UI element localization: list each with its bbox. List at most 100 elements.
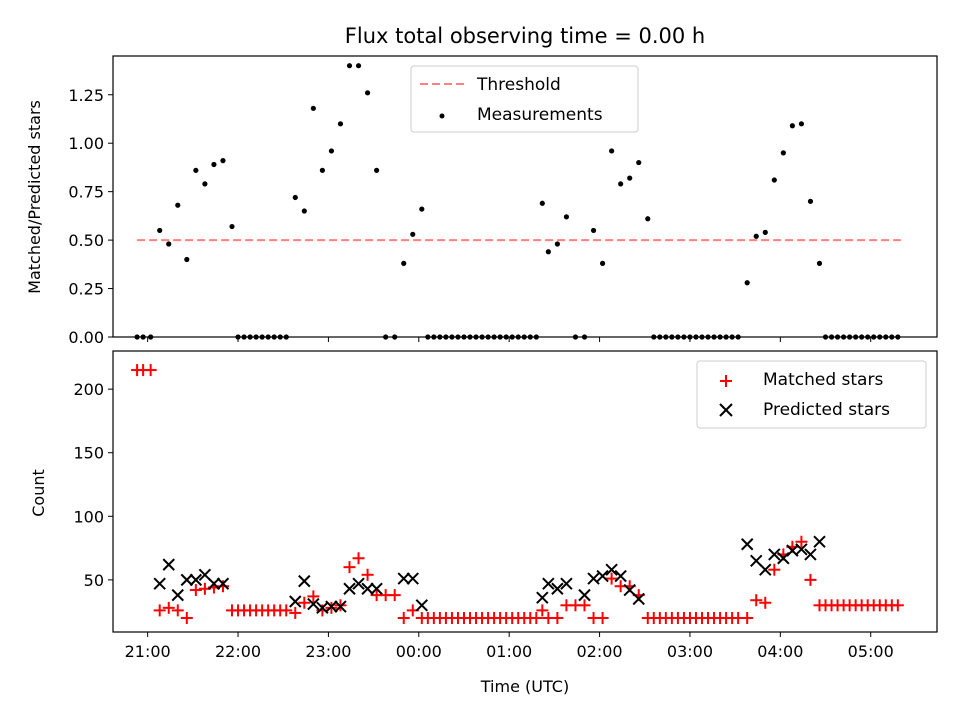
measurement-point xyxy=(292,194,298,201)
measurement-point xyxy=(383,334,389,340)
measurement-point xyxy=(283,334,289,340)
predicted-star-point xyxy=(415,599,429,612)
predicted-star-point xyxy=(307,597,320,611)
measurement-point xyxy=(265,334,271,340)
top-y-axis-label: Matched/Predicted stars xyxy=(25,100,44,294)
matched-star-point xyxy=(180,612,193,625)
measurement-point xyxy=(271,334,277,340)
top-y-tick-label: 1.00 xyxy=(68,134,104,153)
measurement-point xyxy=(853,334,859,340)
measurement-point xyxy=(675,334,681,340)
predicted-star-point xyxy=(614,569,627,583)
matched-star-point xyxy=(298,596,311,609)
measurement-point xyxy=(871,334,877,340)
measurement-point xyxy=(346,63,353,69)
measurement-point xyxy=(545,249,551,255)
predicted-star-point xyxy=(370,582,383,595)
top-y-tick-label: 0.00 xyxy=(68,328,104,347)
predicted-legend-marker xyxy=(719,403,733,417)
predicted-star-point xyxy=(542,577,555,590)
matched-star-point xyxy=(289,606,302,619)
bottom-x-tick-label: 02:00 xyxy=(577,642,623,661)
measurement-point xyxy=(699,334,705,340)
predicted-star-point xyxy=(189,573,203,587)
measurement-point xyxy=(771,177,777,183)
bottom-x-tick-label: 21:00 xyxy=(125,642,171,661)
matched-star-point xyxy=(795,535,808,548)
top-y-tick-label: 0.75 xyxy=(68,183,104,202)
measurement-point xyxy=(627,175,633,181)
measurement-point xyxy=(717,334,723,340)
measurement-point xyxy=(563,214,570,220)
bottom-x-tick-label: 00:00 xyxy=(396,642,442,661)
top-chart-title: Flux total observing time = 0.00 h xyxy=(345,24,705,48)
measurement-point xyxy=(554,241,560,247)
measurement-point xyxy=(657,334,663,340)
measurement-point xyxy=(883,334,889,340)
measurement-point xyxy=(241,334,247,340)
measurements-legend-marker xyxy=(439,113,445,119)
bottom-y-tick-label: 100 xyxy=(73,507,104,526)
predicted-star-point xyxy=(325,600,338,613)
measurement-point xyxy=(895,334,901,340)
measurement-point xyxy=(515,334,521,340)
matched-star-point xyxy=(605,572,618,585)
measurement-point xyxy=(211,161,217,168)
measurement-point xyxy=(711,334,717,340)
measurement-point xyxy=(455,334,461,340)
bottom-x-tick-label: 05:00 xyxy=(848,642,894,661)
predicted-star-point xyxy=(289,595,302,608)
measurement-point xyxy=(744,280,750,286)
measurement-point xyxy=(259,334,265,340)
matched-star-point xyxy=(759,596,772,609)
measurement-point xyxy=(364,90,371,96)
measurement-point xyxy=(509,334,515,340)
matched-star-point xyxy=(189,584,202,597)
measurement-point xyxy=(521,334,527,340)
measurement-point xyxy=(533,334,539,340)
measurement-point xyxy=(503,334,509,340)
measurement-point xyxy=(780,150,786,156)
bottom-legend: Matched stars Predicted stars xyxy=(696,360,927,429)
measurement-point xyxy=(229,223,235,230)
measurement-point xyxy=(157,227,163,234)
predicted-star-point xyxy=(180,573,194,587)
measurement-point xyxy=(437,334,443,340)
matched-star-point xyxy=(804,573,817,586)
measurement-point xyxy=(651,334,657,340)
measurement-point xyxy=(410,231,416,237)
measurement-point xyxy=(166,241,172,247)
bottom-x-tick-label: 22:00 xyxy=(215,642,261,661)
predicted-star-point xyxy=(352,577,365,590)
measurement-point xyxy=(473,334,479,340)
predicted-star-point xyxy=(153,577,166,590)
measurement-point xyxy=(374,167,380,173)
measurement-point xyxy=(581,334,588,340)
measurement-point xyxy=(735,334,741,340)
matched-star-point xyxy=(536,604,549,617)
measurement-point xyxy=(467,334,473,340)
measurement-point xyxy=(319,167,325,173)
measurement-point xyxy=(497,334,503,340)
predicted-star-point xyxy=(216,577,230,590)
bottom-y-tick-label: 50 xyxy=(84,571,104,590)
measurement-point xyxy=(865,334,871,340)
threshold-legend-label: Threshold xyxy=(476,75,561,95)
predicted-star-point xyxy=(207,577,221,590)
measurement-point xyxy=(723,334,729,340)
matched-star-point xyxy=(280,604,293,617)
measurement-point xyxy=(599,260,606,266)
measurement-point xyxy=(889,334,895,340)
measurement-point xyxy=(461,334,467,340)
measurement-point xyxy=(202,181,208,187)
bottom-x-axis-label: Time (UTC) xyxy=(480,677,569,696)
predicted-star-point xyxy=(343,582,356,595)
measurement-point xyxy=(847,334,853,340)
measurement-point xyxy=(425,334,431,340)
bottom-x-tick-label: 04:00 xyxy=(757,642,803,661)
matched-star-point xyxy=(307,590,320,603)
measurement-point xyxy=(184,256,190,263)
predicted-star-point xyxy=(298,574,311,588)
measurement-point xyxy=(328,148,335,154)
predicted-star-point xyxy=(605,563,618,576)
